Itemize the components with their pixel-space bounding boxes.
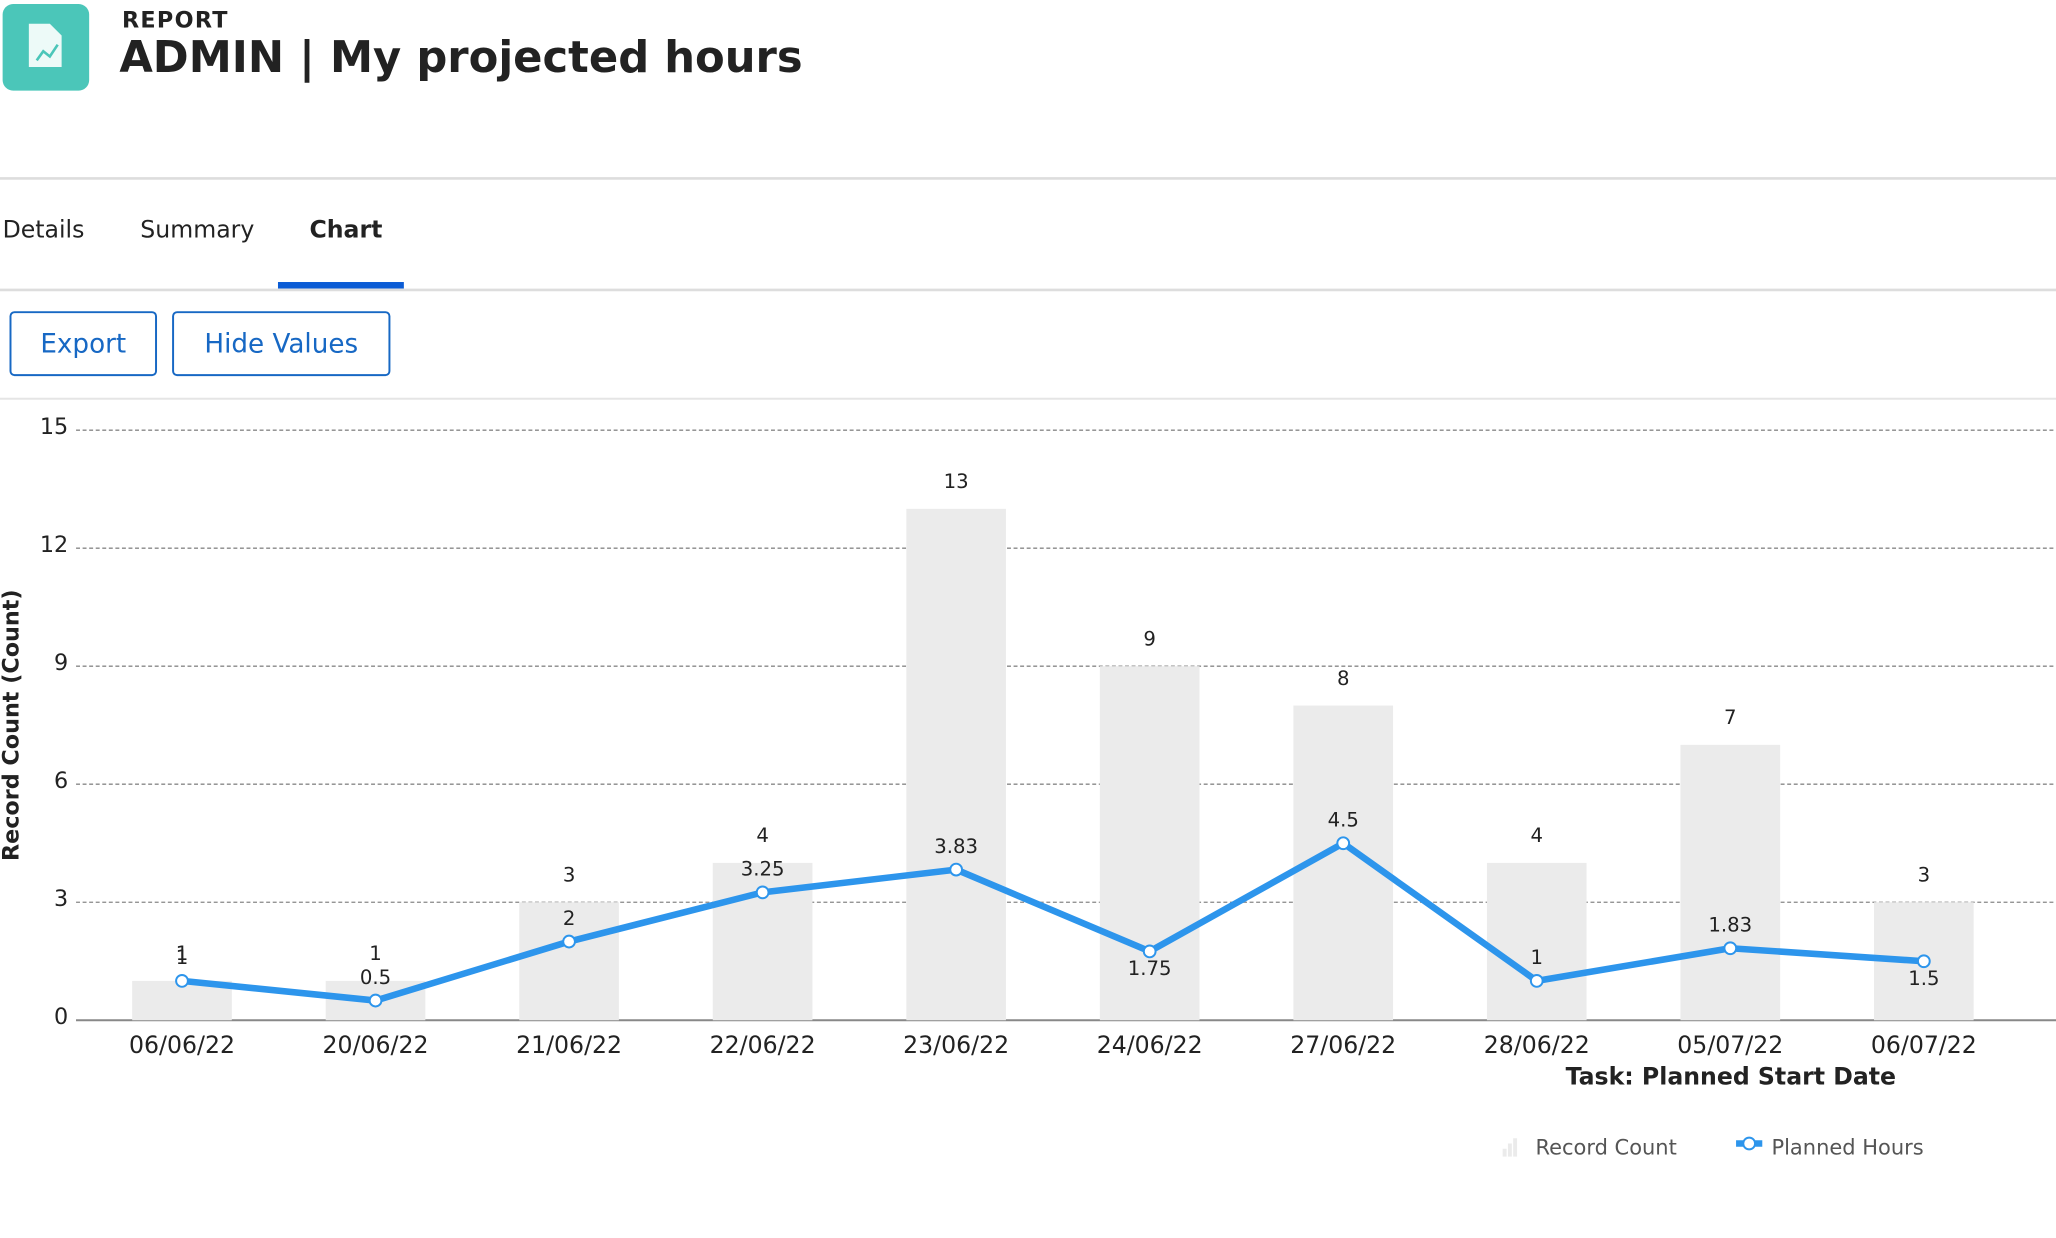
- x-tick-label: 28/06/22: [1484, 1031, 1590, 1059]
- bar-value-label: 8: [1337, 667, 1350, 690]
- line-value-label: 4.5: [1328, 808, 1359, 831]
- bar-value-label: 1: [369, 942, 382, 965]
- line-value-label: 2: [563, 907, 576, 930]
- line-value-label: 3.25: [741, 858, 785, 881]
- page-title: ADMIN | My projected hours: [119, 33, 802, 83]
- x-tick-label: 24/06/22: [1097, 1031, 1203, 1059]
- bar: [519, 902, 619, 1021]
- bar-value-label: 1: [176, 942, 189, 965]
- line: [181, 839, 1925, 1004]
- x-tick-label: 06/06/22: [129, 1031, 235, 1059]
- line-point: [562, 934, 576, 949]
- legend-swatch: [1513, 1138, 1518, 1157]
- y-tick-label: 15: [40, 414, 68, 440]
- bar: [1099, 666, 1200, 1021]
- x-tick-label: 22/06/22: [710, 1031, 816, 1059]
- y-axis-title: Record Count (Count): [0, 589, 24, 861]
- x-axis-title: Task: Planned Start Date: [1566, 1062, 1896, 1090]
- bar-value-label: 4: [756, 824, 769, 847]
- button-label[interactable]: Export: [40, 329, 126, 359]
- line-value-label: 1: [176, 946, 189, 969]
- legend-swatch: [1742, 1136, 1757, 1151]
- x-tick-label: 23/06/22: [903, 1031, 1009, 1059]
- bar-value-label: 3: [563, 864, 576, 887]
- eyebrow: REPORT: [122, 8, 229, 34]
- legend-swatch: [1507, 1143, 1512, 1157]
- y-tick-label: 12: [40, 532, 68, 558]
- line-value-label: 1: [1530, 946, 1543, 969]
- tab-underline: [277, 282, 404, 289]
- legend-swatch: [1502, 1148, 1507, 1157]
- tab-active[interactable]: Chart: [309, 215, 382, 243]
- y-tick-label: 9: [54, 650, 68, 676]
- line-point: [1142, 944, 1157, 959]
- legend-label: Record Count: [1535, 1136, 1676, 1160]
- x-tick-label: 20/06/22: [323, 1031, 429, 1059]
- line-value-label: 3.83: [934, 835, 978, 858]
- line-point: [1916, 954, 1931, 969]
- bar-value-label: 3: [1918, 864, 1931, 887]
- line-point: [368, 993, 383, 1008]
- line-point: [175, 974, 189, 988]
- bar-value-label: 4: [1530, 824, 1543, 847]
- y-tick-label: 3: [54, 886, 68, 912]
- x-tick-label: 06/07/22: [1871, 1031, 1977, 1059]
- button[interactable]: [172, 311, 391, 377]
- bar-value-label: 7: [1724, 706, 1737, 729]
- icon-graph: [35, 43, 59, 62]
- line-point: [1336, 836, 1351, 851]
- x-tick-label: 05/07/22: [1677, 1031, 1783, 1059]
- x-tick-label: 21/06/22: [516, 1031, 622, 1059]
- bar-value-label: 9: [1143, 627, 1156, 650]
- line-value-label: 1.83: [1708, 913, 1752, 936]
- line-point: [949, 862, 964, 877]
- y-tick-label: 0: [54, 1004, 68, 1030]
- bar-value-label: 13: [944, 470, 969, 493]
- bar: [906, 508, 1006, 1021]
- line-value-label: 1.75: [1128, 957, 1172, 980]
- tab[interactable]: Summary: [140, 215, 254, 243]
- button[interactable]: [9, 311, 158, 377]
- icon-doc: [28, 23, 62, 67]
- y-tick-label: 6: [54, 768, 68, 794]
- button-label[interactable]: Hide Values: [204, 329, 358, 359]
- line-value-label: 1.5: [1908, 967, 1939, 990]
- line-point: [755, 885, 770, 900]
- line-point: [1529, 974, 1544, 988]
- bar: [1486, 862, 1587, 1021]
- line-point: [1723, 941, 1738, 956]
- bar: [1680, 744, 1781, 1021]
- tab[interactable]: Details: [3, 215, 85, 243]
- legend-label: Planned Hours: [1771, 1136, 1923, 1160]
- line-value-label: 0.5: [360, 966, 391, 989]
- x-tick-label: 27/06/22: [1290, 1031, 1396, 1059]
